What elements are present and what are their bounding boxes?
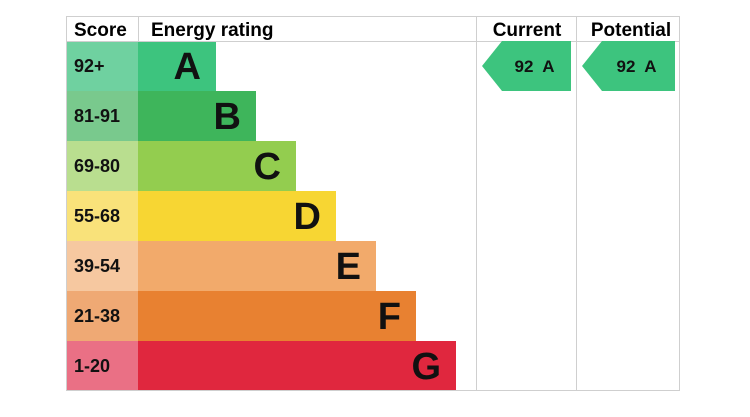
band-letter-d: D [294, 196, 321, 238]
score-label-g: 1-20 [74, 356, 110, 376]
potential-rating-arrow [582, 41, 675, 91]
score-label-e: 39-54 [74, 256, 120, 276]
score-label-c: 69-80 [74, 156, 120, 176]
band-letter-c: C [254, 146, 281, 188]
band-bar-d [138, 191, 336, 241]
score-cell-b [66, 91, 138, 141]
score-label-b: 81-91 [74, 106, 120, 126]
current-rating-arrow [482, 41, 571, 91]
header-potential: Potential [591, 20, 671, 41]
band-letter-g: G [411, 346, 441, 388]
score-cell-f [66, 291, 138, 341]
bands-layer: 92+ A 81-91 B 69-80 C 55-68 D 39-54 E 21-38 F 1-20 G [66, 41, 456, 391]
band-bar-f [138, 291, 416, 341]
grid-layer [66, 16, 680, 391]
arrow-layer: 92 A 92 A [482, 41, 675, 91]
band-bar-b [138, 91, 256, 141]
header-score: Score [74, 20, 127, 41]
score-label-a: 92+ [74, 56, 105, 76]
score-cell-a [66, 41, 138, 91]
band-letter-f: F [378, 296, 401, 338]
band-bar-e [138, 241, 376, 291]
band-bar-a [138, 41, 216, 91]
header-layer: Score Energy rating Current Potential [74, 20, 671, 41]
potential-rating-label: 92 A [616, 57, 656, 76]
current-rating-label: 92 A [514, 57, 554, 76]
header-current: Current [493, 20, 562, 41]
band-letter-e: E [336, 246, 361, 288]
score-cell-d [66, 191, 138, 241]
chart-border [66, 16, 680, 391]
band-bar-g [138, 341, 456, 391]
score-label-f: 21-38 [74, 306, 120, 326]
header-energy-rating: Energy rating [151, 20, 273, 41]
band-letter-b: B [214, 96, 241, 138]
band-letter-a: A [174, 46, 201, 88]
band-bar-c [138, 141, 296, 191]
score-label-d: 55-68 [74, 206, 120, 226]
score-cell-c [66, 141, 138, 191]
score-cell-e [66, 241, 138, 291]
score-cell-g [66, 341, 138, 391]
